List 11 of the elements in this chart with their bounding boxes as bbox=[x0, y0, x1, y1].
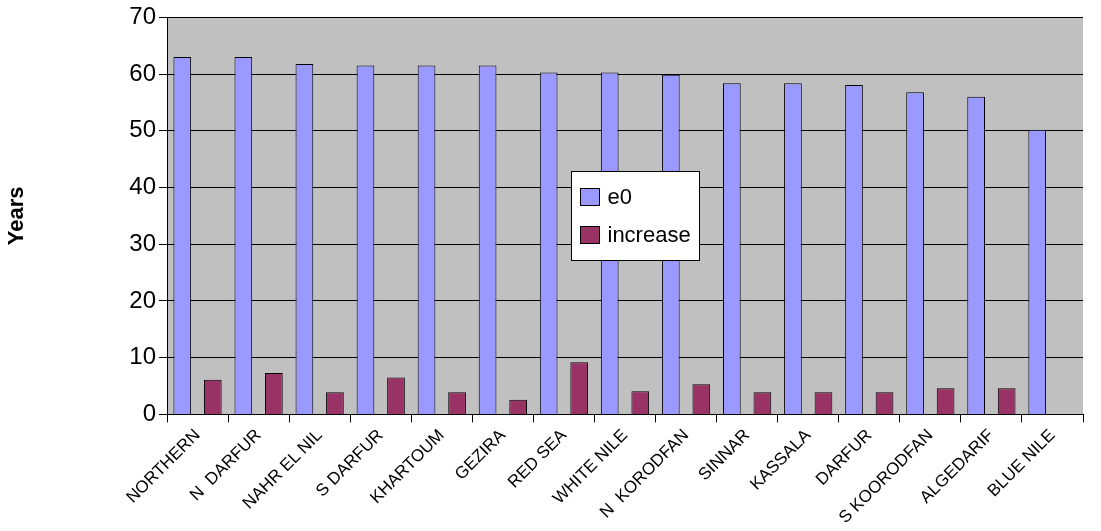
y-tick-label: 10 bbox=[129, 342, 156, 370]
legend-label: increase bbox=[607, 220, 691, 249]
y-axis-title: Years bbox=[3, 186, 29, 246]
y-tick-label: 0 bbox=[142, 399, 156, 427]
y-tick-label: 60 bbox=[129, 58, 156, 86]
y-tick-label: 30 bbox=[129, 228, 156, 256]
y-tick-label: 70 bbox=[129, 2, 156, 30]
legend-label: e0 bbox=[607, 182, 632, 211]
y-tick-label: 20 bbox=[129, 285, 156, 313]
y-tick-label: 40 bbox=[129, 172, 156, 200]
y-tick-label: 50 bbox=[129, 115, 156, 143]
